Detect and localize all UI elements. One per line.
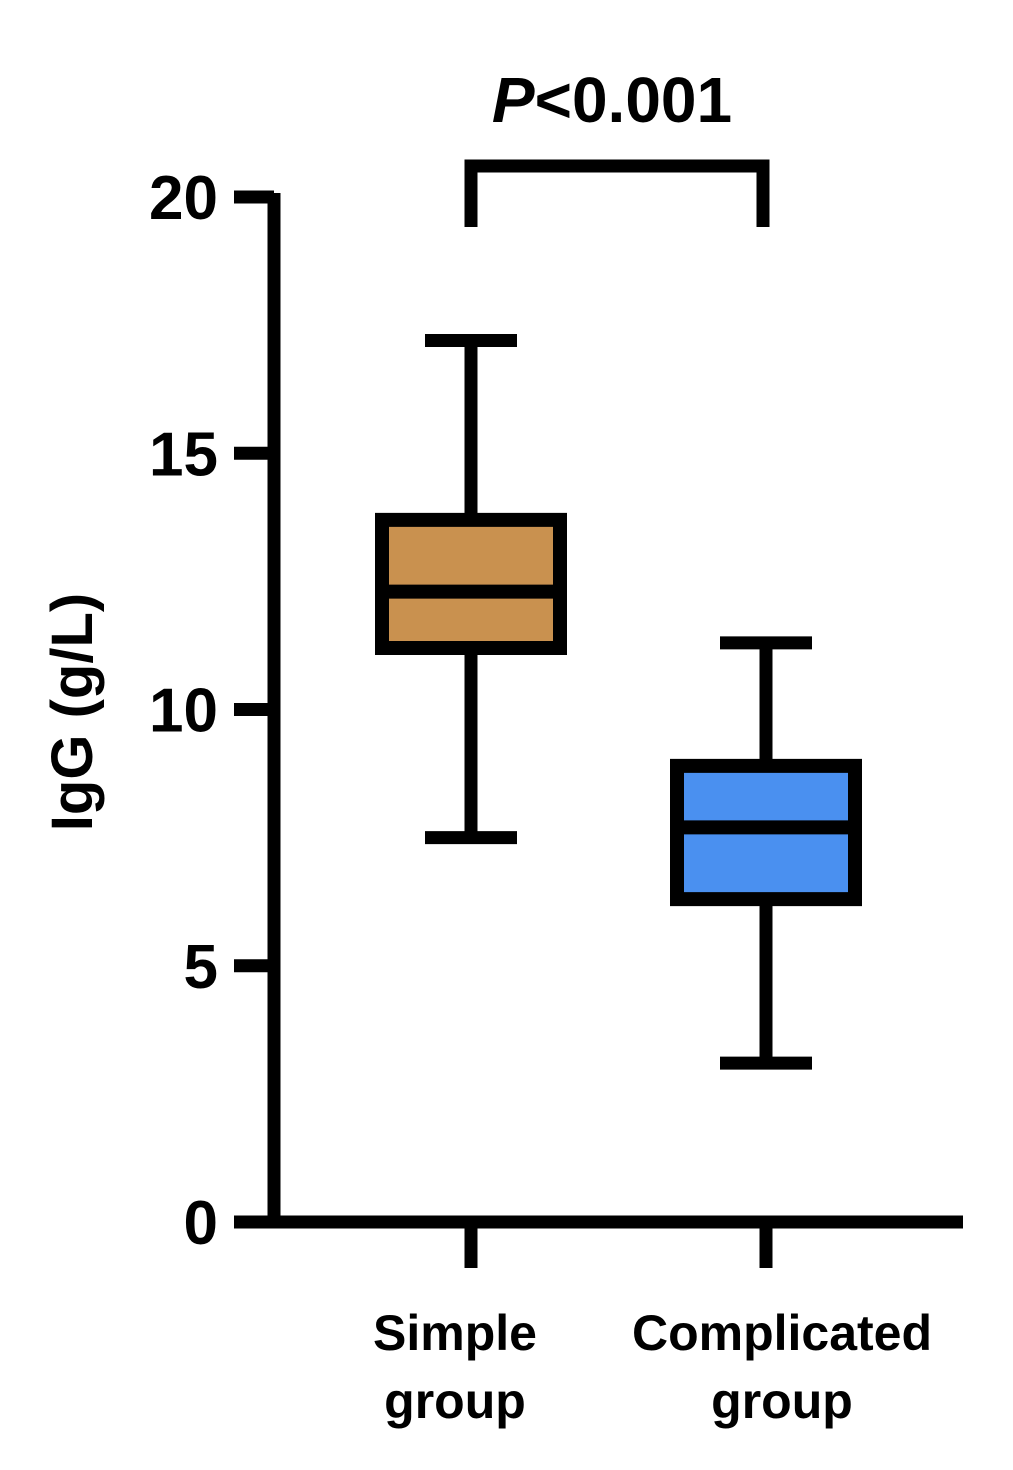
y-axis-ticks: 0 5 10 15 20 — [149, 164, 274, 1258]
x-category-label: group — [384, 1373, 526, 1429]
box-1 — [375, 334, 567, 845]
box-2 — [670, 636, 862, 1070]
x-axis-ticks: Simple group Complicated group — [373, 1222, 932, 1429]
p-italic: P — [492, 64, 535, 136]
y-tick-label: 5 — [184, 933, 218, 1002]
significance-bracket — [464, 159, 770, 227]
x-category-label: Simple — [373, 1305, 537, 1361]
iqr-box — [375, 512, 567, 655]
x-category-label: group — [711, 1373, 853, 1429]
y-tick-label: 10 — [149, 677, 218, 746]
y-tick-label: 15 — [149, 420, 218, 489]
p-value-text: <0.001 — [535, 64, 733, 136]
box-series — [375, 334, 862, 1070]
y-tick-label: 20 — [149, 164, 218, 233]
p-value-label: P<0.001 — [492, 64, 732, 136]
y-tick-label: 0 — [184, 1189, 218, 1258]
y-axis-title: IgG (g/L) — [40, 593, 105, 831]
x-category-label: Complicated — [632, 1305, 932, 1361]
